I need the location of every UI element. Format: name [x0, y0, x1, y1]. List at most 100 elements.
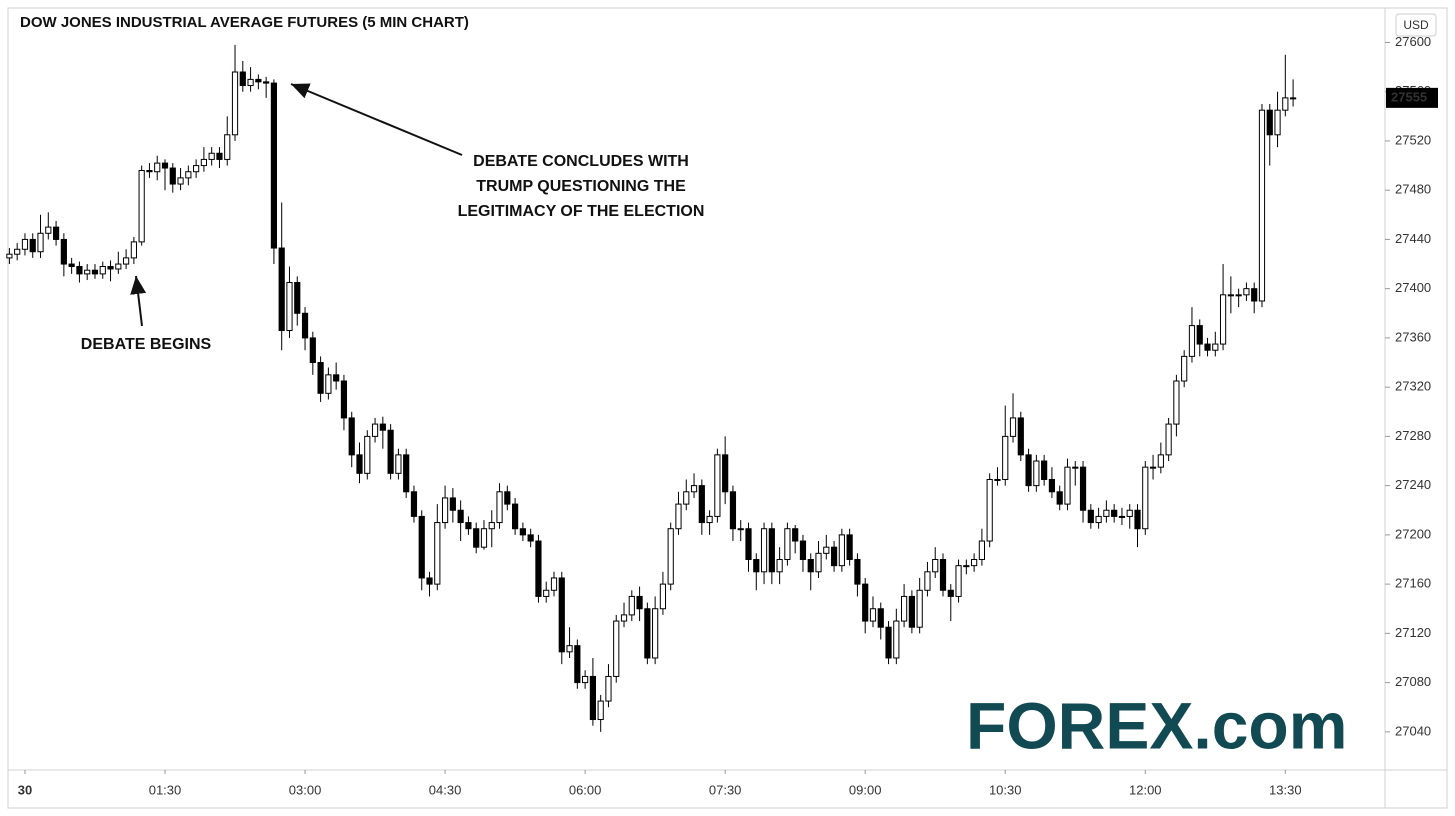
x-tick-label: 03:00 [289, 782, 322, 797]
candle-body [107, 266, 114, 270]
candle-body [364, 435, 371, 474]
candle-body [52, 226, 60, 240]
candle-body [208, 152, 215, 160]
candle-body [60, 238, 67, 265]
candle-body [1079, 466, 1087, 511]
candle-body [371, 423, 379, 437]
candle-body [473, 528, 480, 548]
candle-body [916, 589, 923, 628]
candle-body [1165, 423, 1172, 456]
candle-body [1196, 325, 1203, 345]
x-tick-label: 10:30 [989, 782, 1022, 797]
candle-body [1009, 417, 1017, 437]
annotation: DEBATE BEGINS [81, 336, 212, 353]
candle-body [550, 577, 558, 591]
candle-body [1048, 478, 1056, 493]
candle-body [37, 232, 44, 253]
candle-body [1149, 466, 1157, 469]
candle-body [465, 522, 472, 530]
candle-body [496, 491, 503, 524]
candle-body [675, 503, 682, 530]
candle-body [652, 608, 659, 659]
candle-body [869, 608, 877, 622]
candle-body [356, 454, 363, 474]
candle-body [1173, 380, 1180, 425]
candle-body [963, 565, 970, 568]
candle-body [480, 528, 488, 548]
candle-body [177, 177, 184, 185]
candle-body [776, 558, 783, 573]
y-tick-label: 27080 [1395, 674, 1431, 689]
candle-body [239, 71, 246, 87]
candle-body [605, 675, 612, 702]
y-tick-label: 27520 [1395, 132, 1431, 147]
y-tick-label: 27200 [1395, 526, 1431, 541]
candle-body [683, 491, 690, 505]
candle-body [589, 675, 596, 721]
candle-body [333, 374, 340, 382]
last-price: 27555 [1391, 89, 1427, 104]
candle-body [14, 248, 21, 255]
plot-area [6, 44, 1297, 732]
candle-body [317, 362, 324, 394]
candle-body [706, 515, 713, 524]
candle-body [799, 540, 807, 560]
candle-body [1290, 97, 1297, 100]
candle-body [1072, 466, 1079, 469]
candle-body [566, 645, 573, 653]
annotation: LEGITIMACY OF THE ELECTION [458, 203, 705, 220]
candle-body [441, 497, 449, 524]
candle-body [535, 540, 542, 597]
candle-body [169, 167, 176, 185]
candle-body [1017, 417, 1024, 456]
candle-body [154, 162, 161, 173]
candle-body [84, 269, 91, 275]
candle-body [512, 503, 519, 530]
candle-body [1219, 294, 1227, 345]
candle-body [309, 337, 316, 364]
candle-body [434, 522, 441, 585]
candle-body [1056, 491, 1063, 505]
y-tick-label: 27480 [1395, 182, 1431, 197]
x-tick-label: 09:00 [849, 782, 882, 797]
candle-body [278, 247, 285, 332]
candle-body [504, 491, 511, 505]
candle-body [1188, 325, 1196, 357]
candle-body [846, 534, 853, 560]
candle-body [123, 257, 130, 265]
candle-body [216, 152, 223, 160]
candle-body [784, 528, 791, 560]
y-tick-label: 27400 [1395, 280, 1431, 295]
candle-body [760, 528, 768, 573]
candle-body [877, 608, 884, 628]
candle-body [270, 82, 278, 249]
y-tick-label: 27440 [1395, 231, 1431, 246]
candle-body [745, 528, 752, 560]
candle-body [138, 169, 145, 243]
candle-body [690, 485, 698, 493]
candle-body [1235, 294, 1242, 297]
candle-body [582, 675, 589, 684]
x-tick-label: 04:30 [429, 782, 462, 797]
candle-body [932, 558, 939, 573]
candle-body [792, 528, 799, 542]
candle-body [924, 571, 931, 591]
candle-body [1033, 460, 1040, 487]
y-tick-label: 27240 [1395, 477, 1431, 492]
candle-body [340, 380, 348, 419]
candle-body [231, 71, 239, 136]
candle-body [348, 417, 355, 456]
candle-body [325, 374, 332, 394]
x-tick-label: 13:30 [1269, 782, 1302, 797]
annotation: DEBATE CONCLUDES WITH [473, 153, 689, 170]
candle-body [1103, 509, 1110, 517]
candle-body [698, 485, 705, 524]
candle-body [1251, 288, 1258, 302]
candle-body [1064, 466, 1071, 505]
candle-body [1282, 97, 1289, 111]
candle-body [947, 589, 954, 597]
candle-body [224, 134, 231, 160]
candle-body [1212, 343, 1219, 351]
candle-body [939, 558, 947, 591]
